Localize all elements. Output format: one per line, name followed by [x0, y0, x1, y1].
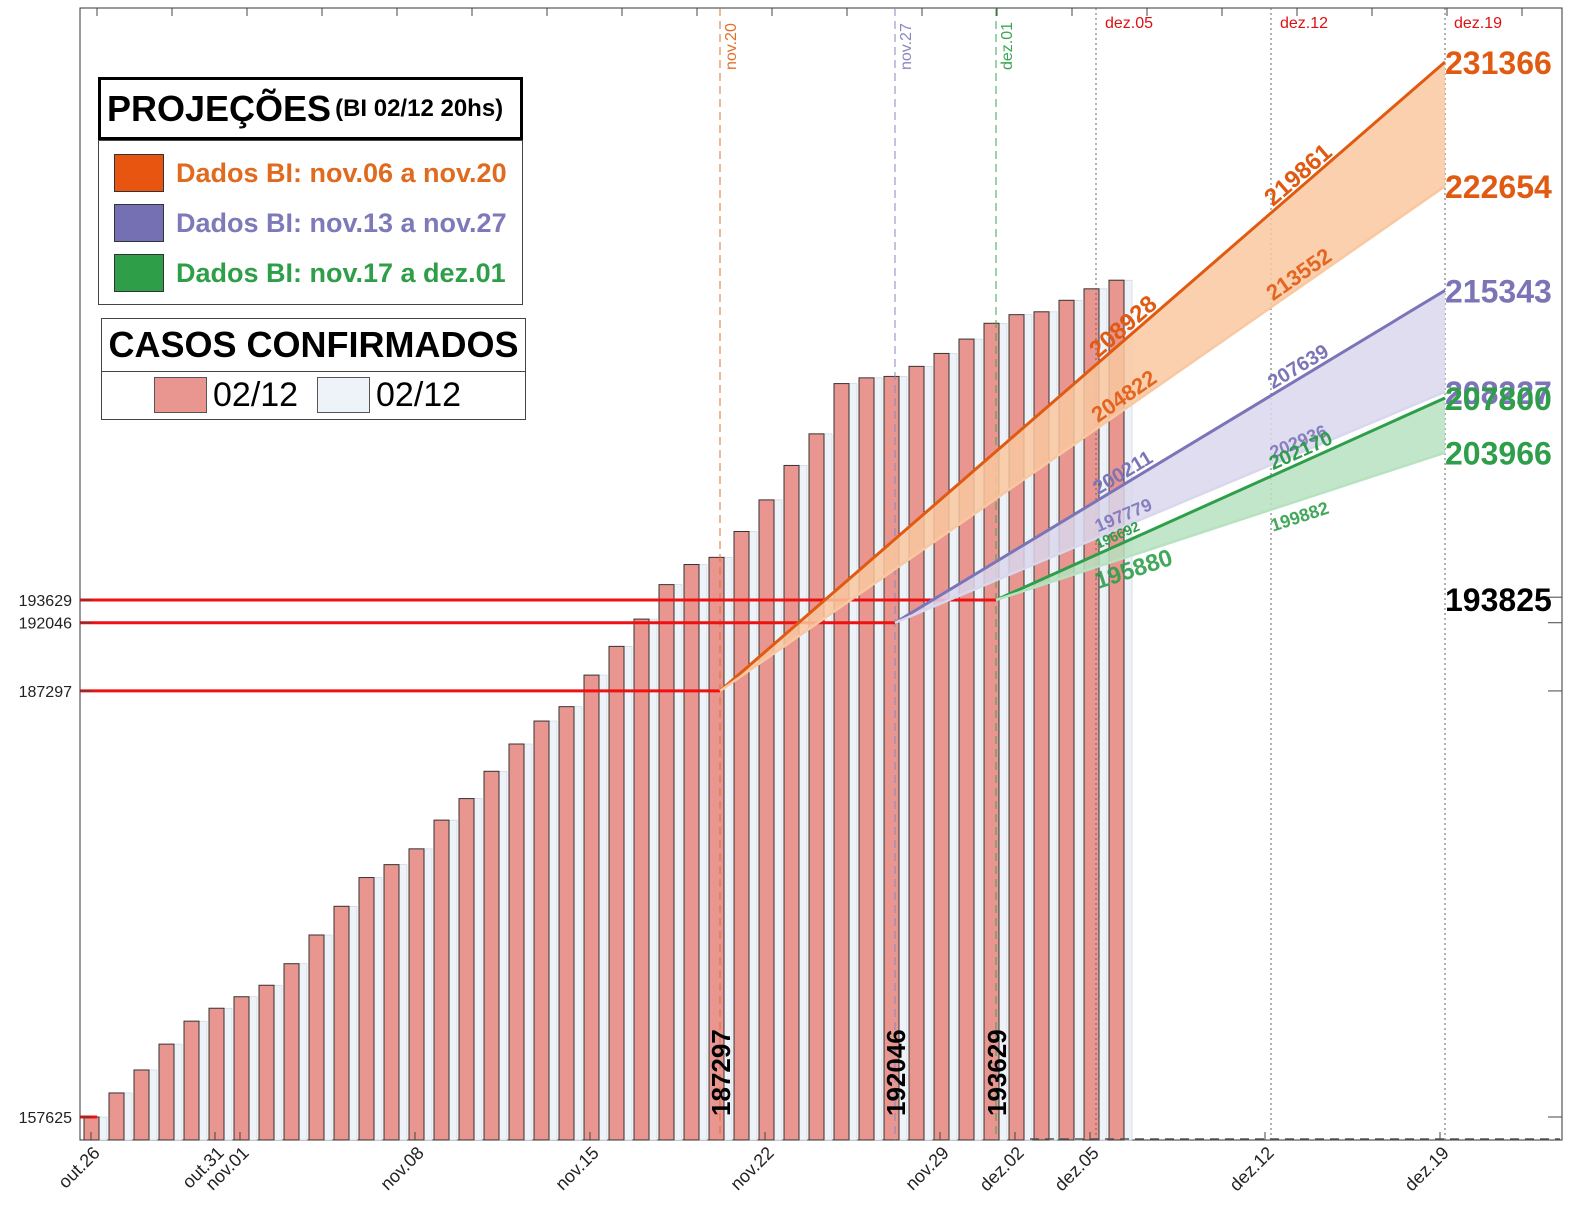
bar — [858, 377, 875, 1141]
bar — [883, 375, 900, 1141]
vline-label: dez.01 — [999, 22, 1016, 70]
bar — [1008, 314, 1025, 1141]
bar — [758, 499, 775, 1141]
legend-item-series-2: Dados BI: nov.13 a nov.27 — [114, 203, 507, 243]
x-tick-label: out.26 — [54, 1143, 104, 1193]
bar — [433, 819, 450, 1141]
vline-label: nov.20 — [723, 23, 740, 70]
projection-upper-line — [894, 289, 1446, 625]
bar — [458, 798, 475, 1141]
bar — [958, 338, 975, 1141]
y-tick-label: 187297 — [19, 684, 72, 701]
legend-label-series-1: Dados BI: nov.06 a nov.20 — [176, 157, 507, 188]
legend-swatch-series-2 — [114, 204, 164, 242]
bar — [633, 618, 650, 1141]
y-tick-label: 192046 — [19, 616, 72, 633]
x-tick-label: dez.12 — [1225, 1143, 1277, 1195]
bar — [383, 864, 400, 1141]
bar — [533, 720, 550, 1141]
bar — [158, 1043, 175, 1141]
x-tick-label: nov.29 — [901, 1143, 952, 1194]
projections-legend: Dados BI: nov.06 a nov.20 Dados BI: nov.… — [98, 140, 523, 305]
cases-swatch-1 — [154, 377, 207, 413]
bar — [983, 322, 1000, 1141]
bar — [658, 584, 675, 1141]
x-tick-label: nov.08 — [376, 1143, 427, 1194]
x-tick-label: dez.19 — [1400, 1143, 1452, 1195]
bar — [683, 564, 700, 1141]
cases-label-1: 02/12 — [213, 375, 299, 414]
projection-lower-line — [894, 390, 1446, 624]
legend-label-series-2: Dados BI: nov.13 a nov.27 — [176, 207, 507, 238]
bar — [258, 984, 275, 1141]
bar — [508, 743, 525, 1141]
legend-item-series-3: Dados BI: nov.17 a dez.01 — [114, 253, 506, 293]
cases-legend-item-2: 02/12 — [317, 375, 461, 415]
projection-lower-line — [719, 185, 1446, 692]
bar — [233, 996, 250, 1141]
bar — [558, 706, 575, 1141]
x-tick-label: nov.15 — [551, 1143, 602, 1194]
bar — [583, 674, 600, 1141]
projections-legend-subtitle: (BI 02/12 20hs) — [335, 94, 504, 122]
bar — [208, 1007, 225, 1141]
bar — [308, 934, 325, 1141]
bar — [483, 770, 500, 1141]
bar — [733, 530, 750, 1141]
bar-value-label: 193629 — [982, 1029, 1012, 1116]
cases-legend-item-1: 02/12 — [154, 375, 298, 415]
bar — [908, 365, 925, 1141]
bar — [408, 848, 425, 1141]
final-value-label: 193825 — [1445, 582, 1552, 618]
legend-label-series-3: Dados BI: nov.17 a dez.01 — [176, 257, 506, 288]
vline-label: dez.19 — [1454, 15, 1502, 32]
x-tick-label: dez.02 — [975, 1143, 1027, 1195]
projection-end-lower-label: 208227 — [1445, 375, 1552, 411]
bar — [133, 1069, 150, 1141]
bar — [183, 1020, 200, 1141]
bar — [108, 1092, 125, 1141]
projections-legend-title-box: PROJEÇÕES (BI 02/12 20hs) — [98, 77, 523, 140]
vline-label: dez.12 — [1280, 15, 1328, 32]
confirmed-cases-title: CASOS CONFIRMADOS — [102, 319, 525, 372]
cases-swatch-2 — [317, 377, 370, 413]
legend-swatch-series-1 — [114, 154, 164, 192]
y-tick-label: 193629 — [19, 593, 72, 610]
bar — [783, 464, 800, 1141]
bar-value-label: 192046 — [881, 1029, 911, 1116]
projection-end-lower-label: 203966 — [1445, 436, 1552, 472]
bar — [333, 905, 350, 1141]
bar — [808, 433, 825, 1141]
y-tick-label: 157625 — [19, 1110, 72, 1127]
bar — [358, 877, 375, 1141]
projection-upper-line — [719, 60, 1446, 693]
bar — [1058, 299, 1075, 1141]
projection-end-upper-label: 231366 — [1445, 45, 1552, 81]
bar — [1033, 311, 1050, 1141]
cases-label-2: 02/12 — [376, 375, 462, 414]
projection-end-upper-label: 215343 — [1445, 273, 1552, 309]
projection-lower-line — [995, 451, 1446, 602]
projection-end-lower-label: 222654 — [1445, 169, 1552, 205]
x-tick-label: dez.05 — [1050, 1143, 1102, 1195]
legend-item-series-1: Dados BI: nov.06 a nov.20 — [114, 153, 507, 193]
bar — [283, 963, 300, 1141]
x-tick-label: nov.22 — [726, 1143, 777, 1194]
confirmed-cases-legend: CASOS CONFIRMADOS 02/12 02/12 — [101, 318, 526, 420]
vline-label: dez.05 — [1105, 15, 1153, 32]
projection-end-upper-label: 207800 — [1445, 381, 1552, 417]
legend-swatch-series-3 — [114, 254, 164, 292]
bar-value-label: 187297 — [706, 1029, 736, 1116]
vline-label: nov.27 — [898, 23, 915, 70]
projections-legend-title: PROJEÇÕES — [107, 87, 332, 129]
projection-upper-line — [995, 396, 1446, 602]
bar — [833, 383, 850, 1141]
bar — [933, 352, 950, 1141]
bar — [608, 645, 625, 1141]
